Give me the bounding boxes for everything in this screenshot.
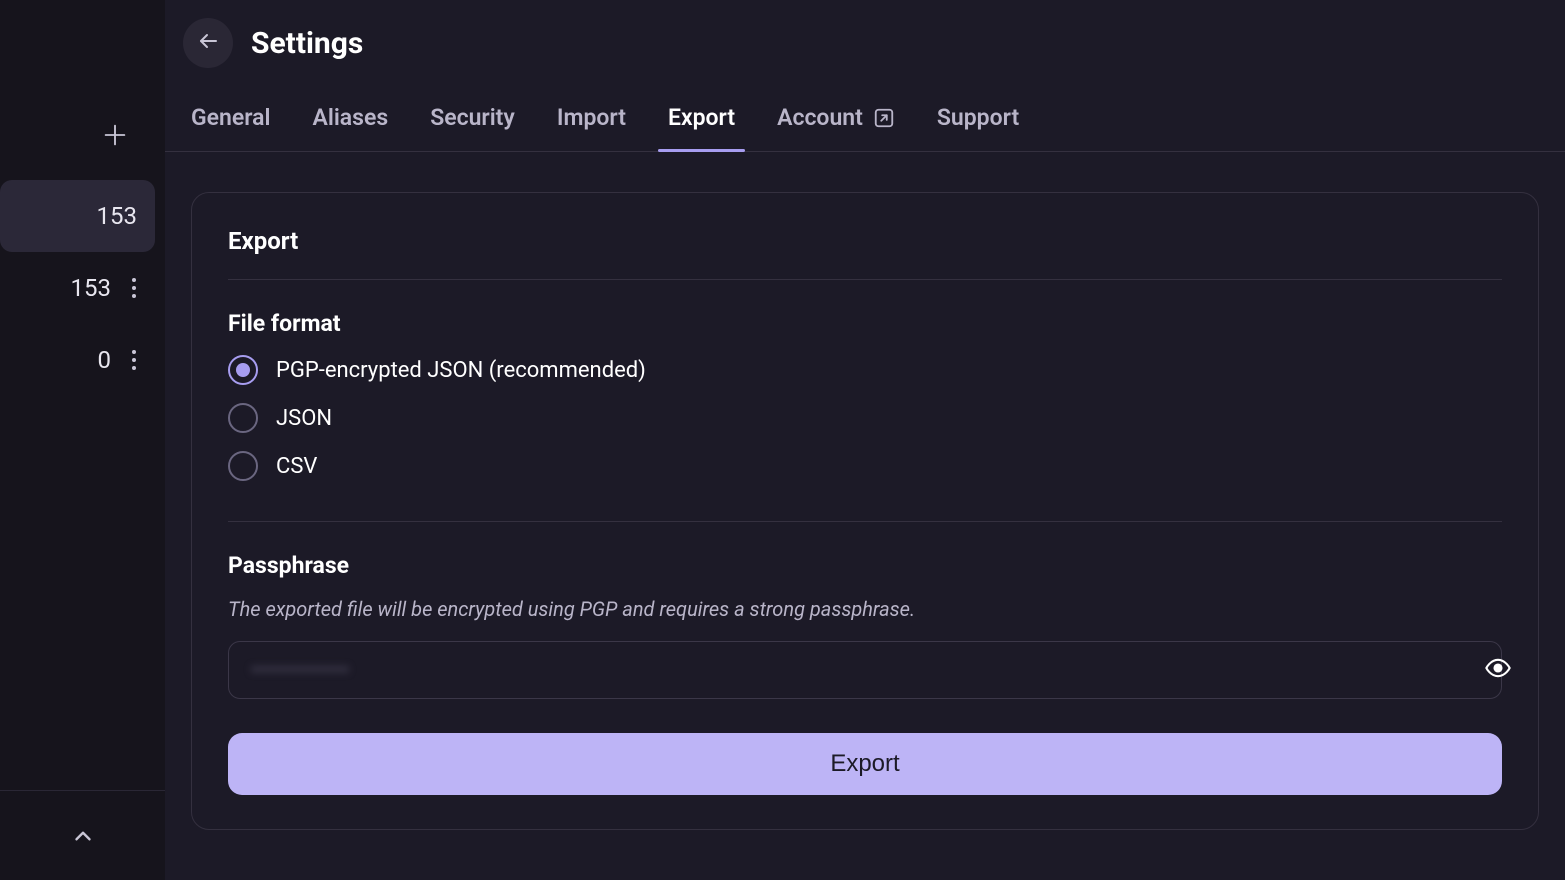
back-button[interactable] <box>183 18 233 68</box>
tab-general[interactable]: General <box>191 86 271 151</box>
header: Settings <box>165 0 1565 86</box>
passphrase-input[interactable] <box>228 641 1502 699</box>
radio-dot <box>236 363 250 377</box>
eye-icon <box>1484 654 1512 686</box>
sidebar-items: 153 153 0 <box>0 180 165 396</box>
tab-import[interactable]: Import <box>557 86 626 151</box>
tab-export[interactable]: Export <box>668 86 735 151</box>
tab-label: Security <box>430 104 515 131</box>
tab-account[interactable]: Account <box>777 86 895 151</box>
arrow-left-icon <box>196 29 220 57</box>
plus-icon[interactable] <box>101 121 129 149</box>
sidebar-bottom <box>0 790 165 880</box>
tab-security[interactable]: Security <box>430 86 515 151</box>
tab-support[interactable]: Support <box>937 86 1019 151</box>
tab-label: Export <box>668 104 735 131</box>
file-format-option[interactable]: JSON <box>228 403 1502 433</box>
chevron-up-icon[interactable] <box>70 823 96 849</box>
file-format-option[interactable]: PGP-encrypted JSON (recommended) <box>228 355 1502 385</box>
sidebar: 153 153 0 <box>0 0 165 880</box>
file-format-option-label: PGP-encrypted JSON (recommended) <box>276 358 646 383</box>
file-format-options: PGP-encrypted JSON (recommended) JSON CSV <box>228 355 1502 481</box>
file-format-option-label: CSV <box>276 454 317 479</box>
passphrase-input-row <box>228 641 1502 699</box>
tab-label: Import <box>557 104 626 131</box>
sidebar-item-count: 153 <box>71 274 111 302</box>
add-button-row <box>0 100 165 170</box>
file-format-option-label: JSON <box>276 406 332 431</box>
file-format-title: File format <box>228 310 1502 337</box>
page-title: Settings <box>251 26 363 61</box>
sidebar-item-count: 0 <box>71 346 111 374</box>
passphrase-title: Passphrase <box>228 552 1502 579</box>
tabs-container: General Aliases Security Import Export Accoun… <box>165 86 1565 152</box>
export-button[interactable]: Export <box>228 733 1502 795</box>
tab-aliases[interactable]: Aliases <box>313 86 389 151</box>
main: Settings General Aliases Security Import Exp… <box>165 0 1565 880</box>
sidebar-item-count: 153 <box>97 202 137 230</box>
content: Export File format PGP-encrypted JSON (r… <box>165 152 1565 880</box>
more-vertical-icon[interactable] <box>131 349 137 371</box>
divider <box>228 521 1502 522</box>
sidebar-item[interactable]: 153 <box>0 180 155 252</box>
tab-label: Account <box>777 104 863 131</box>
radio-button[interactable] <box>228 403 258 433</box>
passphrase-description: The exported file will be encrypted usin… <box>228 597 1502 621</box>
app-root: 153 153 0 Settings General Aliases Security I… <box>0 0 1565 880</box>
sidebar-top: 153 153 0 <box>0 0 165 790</box>
tab-label: Aliases <box>313 104 389 131</box>
toggle-visibility-button[interactable] <box>1476 648 1520 692</box>
sidebar-item[interactable]: 0 <box>0 324 165 396</box>
panel-title: Export <box>228 227 1502 280</box>
tab-label: General <box>191 104 271 131</box>
tab-label: Support <box>937 104 1019 131</box>
radio-button[interactable] <box>228 355 258 385</box>
export-panel: Export File format PGP-encrypted JSON (r… <box>191 192 1539 830</box>
sidebar-item[interactable]: 153 <box>0 252 165 324</box>
radio-button[interactable] <box>228 451 258 481</box>
external-link-icon <box>873 107 895 129</box>
file-format-option[interactable]: CSV <box>228 451 1502 481</box>
tabs: General Aliases Security Import Export Accoun… <box>191 86 1539 151</box>
more-vertical-icon[interactable] <box>131 277 137 299</box>
